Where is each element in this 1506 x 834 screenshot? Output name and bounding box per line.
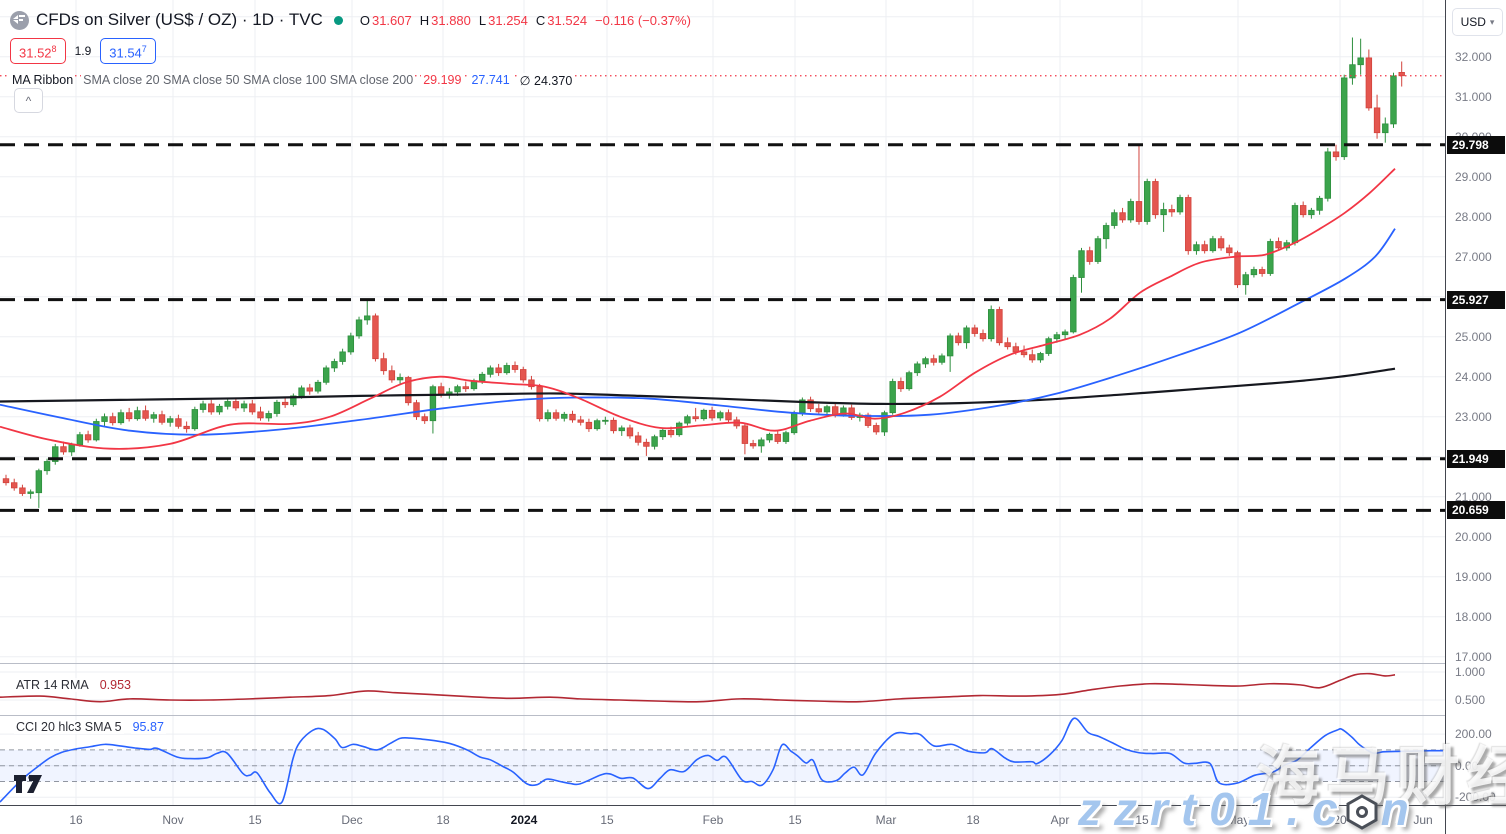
bid-ask-row: 31.528 1.9 31.547 — [10, 37, 691, 65]
tradingview-logo[interactable] — [13, 772, 45, 796]
ma-ribbon-name: MA Ribbon — [10, 73, 76, 87]
legend-collapse-button[interactable]: ^ — [14, 88, 43, 113]
symbol-title[interactable]: CFDs on Silver (US$ / OZ) · 1D · TVC — [36, 10, 323, 29]
cci-legend[interactable]: CCI 20 hlc3 SMA 5 95.87 — [14, 720, 166, 734]
price-tick-label: 25.000 — [1455, 329, 1492, 344]
time-axis-label: 15 — [788, 813, 802, 827]
watermark-hexagon-icon — [1346, 794, 1378, 830]
atr-tick-label: 0.500 — [1455, 693, 1486, 707]
currency-selector[interactable]: USD ▾ — [1452, 8, 1503, 36]
price-tick-label: 20.000 — [1455, 529, 1492, 544]
open-value: 31.607 — [371, 12, 412, 28]
atr-tick-label: 1.000 — [1455, 665, 1486, 679]
ohlc-readout: O 31.607 H 31.880 L 31.254 C 31.524 −0.116 (… — [354, 13, 691, 28]
time-axis-label: 18 — [966, 813, 980, 827]
chart-legend: CFDs on Silver (US$ / OZ) · 1D · TVC O 31… — [10, 7, 691, 88]
price-level-tag: 20.659 — [1447, 501, 1505, 520]
bid-button[interactable]: 31.528 — [10, 37, 66, 65]
time-axis-label: 20 — [1333, 813, 1347, 827]
time-axis[interactable]: 16 Nov 15 Dec 18 2024 15 Feb 15 Mar 18 Apr 15 May 20 Ju… — [0, 805, 1506, 834]
time-axis-label: Dec — [341, 813, 363, 827]
price-tick-label: 23.000 — [1455, 409, 1492, 424]
time-axis-label: 15 — [600, 813, 614, 827]
atr-legend[interactable]: ATR 14 RMA 0.953 — [14, 678, 133, 692]
ma-ribbon-params: SMA close 20 SMA close 50 SMA close 100 … — [81, 73, 416, 87]
time-axis-label: 2024 — [510, 813, 538, 827]
low-label: L — [478, 12, 487, 28]
cci-title: CCI 20 hlc3 SMA 5 — [14, 720, 124, 734]
ask-button[interactable]: 31.547 — [100, 37, 156, 65]
sma200-line[interactable] — [0, 367, 1396, 406]
price-axis[interactable]: USD ▾ 32.00031.00030.00029.00028.00027.0… — [1445, 0, 1506, 805]
close-value: 31.524 — [547, 12, 588, 28]
time-axis-label: Jun — [1413, 813, 1433, 827]
atr-value: 0.953 — [97, 678, 133, 692]
close-label: C — [535, 12, 546, 28]
spread-value: 1.9 — [74, 44, 92, 58]
pane-separator-cci[interactable] — [0, 715, 1506, 716]
price-tick-label: 21.000 — [1455, 489, 1492, 504]
cci-tick-label: -200.00 — [1455, 790, 1496, 805]
ma-ribbon-legend[interactable]: MA Ribbon SMA close 20 SMA close 50 SMA … — [10, 72, 691, 88]
cci-tick-label: 200.00 — [1455, 727, 1492, 742]
time-axis-label: May — [1226, 813, 1250, 827]
sma50-line[interactable] — [0, 228, 1396, 436]
price-tick-label: 17.000 — [1455, 649, 1492, 664]
pane-separator-atr[interactable] — [0, 663, 1506, 664]
sma50-value: 27.741 — [469, 73, 512, 87]
sma20-value: 29.199 — [421, 73, 464, 87]
time-axis-label: 15 — [248, 813, 262, 827]
cci-value: 95.87 — [130, 720, 166, 734]
symbol-logo-icon — [10, 10, 29, 30]
currency-label: USD — [1460, 15, 1486, 29]
change-value: −0.116 (−0.37%) — [595, 12, 691, 28]
atr-title: ATR 14 RMA — [14, 678, 91, 692]
candlestick-series[interactable] — [2, 37, 1405, 508]
symbol-title-row[interactable]: CFDs on Silver (US$ / OZ) · 1D · TVC O 31… — [10, 7, 691, 33]
atr-line[interactable] — [0, 672, 1396, 703]
chevron-down-icon: ▾ — [1489, 16, 1495, 27]
watermark-site: zzrt01. c n — [1078, 783, 1422, 834]
price-tick-label: 29.000 — [1455, 169, 1492, 184]
price-level-tag: 25.927 — [1447, 290, 1505, 309]
high-label: H — [419, 12, 430, 28]
time-axis-label: Feb — [702, 813, 724, 827]
price-tick-label: 28.000 — [1455, 209, 1492, 224]
price-tick-label: 31.000 — [1455, 89, 1492, 104]
price-tick-label: 18.000 — [1455, 609, 1492, 624]
high-value: 31.880 — [431, 12, 471, 28]
low-value: 31.254 — [488, 12, 528, 28]
time-axis-label: 16 — [69, 813, 83, 827]
axis-corner-separator — [1445, 805, 1446, 834]
time-axis-label: Mar — [875, 813, 897, 827]
cci-line[interactable] — [0, 717, 1444, 805]
price-tick-label: 27.000 — [1455, 249, 1492, 264]
chart-canvas[interactable] — [0, 0, 1445, 805]
time-axis-label: 15 — [1135, 813, 1149, 827]
price-level-tag: 21.949 — [1447, 449, 1505, 468]
price-level-tag: 29.798 — [1447, 135, 1505, 154]
sma-average-value: ∅ 24.370 — [517, 72, 575, 88]
price-tick-label: 24.000 — [1455, 369, 1492, 384]
price-tick-label: 32.000 — [1455, 49, 1492, 64]
time-axis-label: 18 — [436, 813, 450, 827]
watermark-cjk: 海马财经 — [1256, 741, 1506, 813]
time-axis-label: Apr — [1050, 813, 1070, 827]
open-label: O — [359, 12, 370, 28]
market-status-icon[interactable] — [333, 15, 343, 25]
sma20-line[interactable] — [0, 168, 1396, 450]
cci-tick-label: 0.00 — [1455, 758, 1479, 773]
price-tick-label: 19.000 — [1455, 569, 1492, 584]
time-axis-label: Nov — [162, 813, 184, 827]
